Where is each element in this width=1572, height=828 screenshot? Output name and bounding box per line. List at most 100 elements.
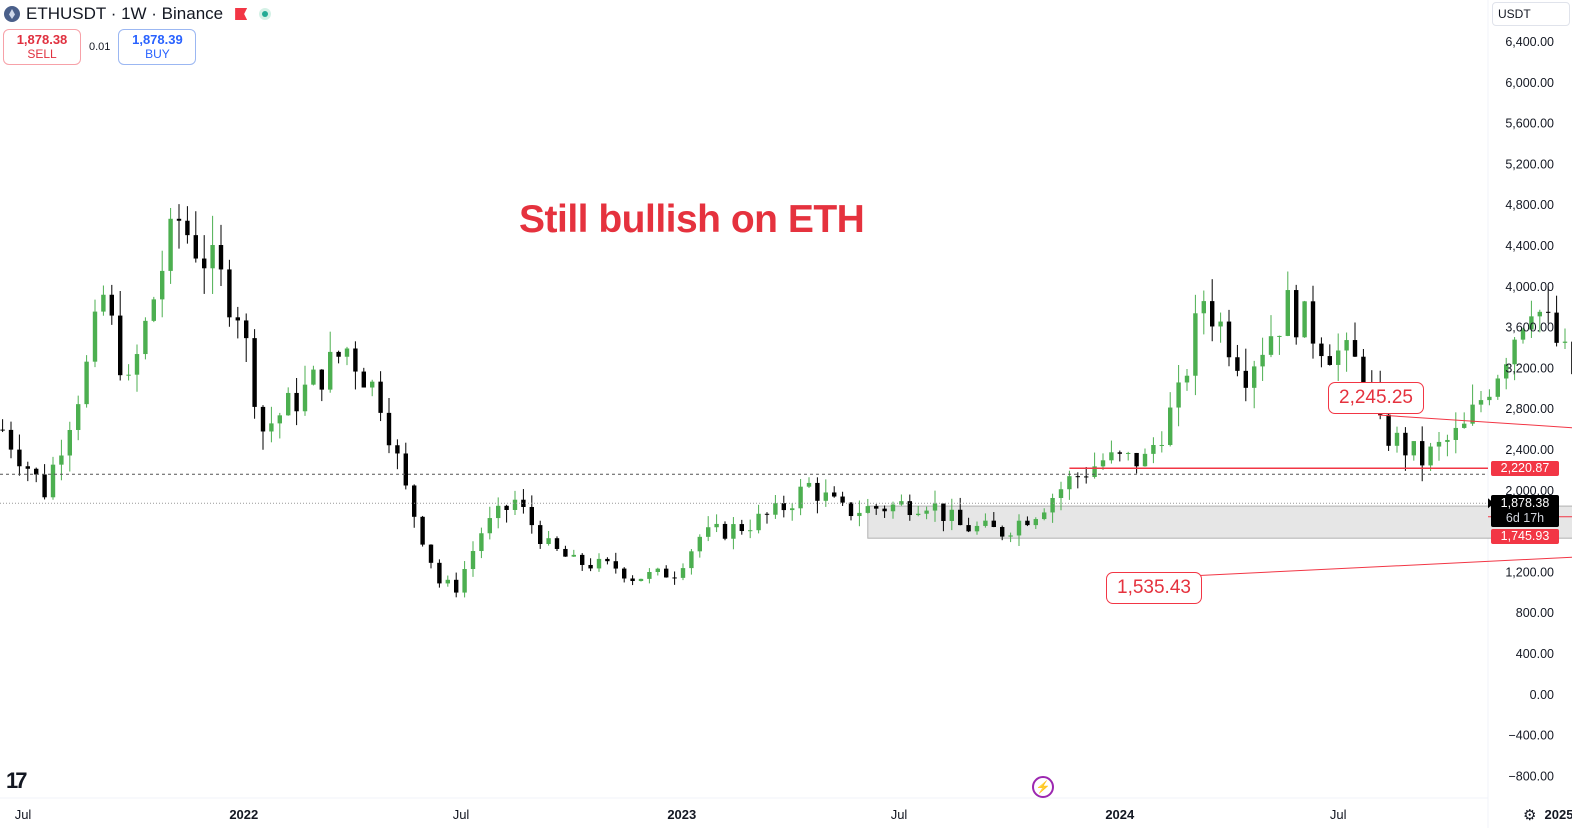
eth-coin-icon <box>4 6 20 22</box>
candle-body <box>1168 407 1173 445</box>
y-tick-label: 400.00 <box>1516 647 1554 661</box>
candle-body <box>1033 519 1038 526</box>
x-tick-label: Jul <box>1330 807 1347 822</box>
candle-body <box>857 512 862 517</box>
candle-body <box>386 412 392 446</box>
sell-button[interactable]: 1,878.38 SELL <box>3 29 81 65</box>
candle-body <box>1394 432 1400 446</box>
candle-body <box>1042 512 1047 520</box>
buy-button[interactable]: 1,878.39 BUY <box>118 29 197 65</box>
candle-body <box>202 258 207 269</box>
candle-body <box>269 423 274 432</box>
candle-body <box>974 525 980 532</box>
candle-body <box>563 548 568 557</box>
candle-body <box>647 572 652 579</box>
symbol-header[interactable]: ETHUSDT · 1W · Binance <box>4 4 272 24</box>
currency-selector[interactable]: USDT <box>1492 2 1570 26</box>
settings-gear-icon[interactable]: ⚙ <box>1523 807 1537 824</box>
candle-body <box>672 577 677 579</box>
candle-body <box>1546 311 1551 313</box>
candle-body <box>1436 441 1442 447</box>
candle-body <box>512 499 518 510</box>
candle-body <box>403 453 408 486</box>
candle-body <box>1176 382 1181 408</box>
candle-body <box>1252 366 1257 388</box>
candle-body <box>1058 489 1064 498</box>
lightning-icon[interactable]: ⚡ <box>1032 776 1054 798</box>
candle-body <box>622 568 627 579</box>
symbol-title[interactable]: ETHUSDT · 1W · Binance <box>26 4 224 23</box>
y-tick-label: 5,600.00 <box>1505 117 1554 131</box>
candle-body <box>1084 476 1089 478</box>
y-tick-label: 5,200.00 <box>1505 157 1554 171</box>
candle-body <box>916 513 921 516</box>
candle-body <box>1470 404 1475 424</box>
candle-body <box>1016 520 1022 536</box>
flag-icon[interactable] <box>235 8 248 20</box>
candle-body <box>1352 340 1358 357</box>
candle-body <box>630 578 635 582</box>
y-tick-label: 2,400.00 <box>1505 443 1554 457</box>
candle-body <box>67 429 72 456</box>
candle-body <box>655 568 660 573</box>
candle-body <box>664 568 669 578</box>
resistance-price-label: 2,220.87 <box>1491 461 1559 476</box>
candle-body <box>1126 452 1131 454</box>
candle-body <box>1504 364 1509 379</box>
candle-body <box>244 320 249 339</box>
y-tick-label: 2,000.00 <box>1505 484 1554 498</box>
candle-body <box>529 506 534 526</box>
candle-body <box>1067 476 1072 490</box>
candle-body <box>638 578 644 582</box>
chart-annotation-title[interactable]: Still bullish on ETH <box>519 198 865 241</box>
candle-body <box>756 513 761 531</box>
time-axis[interactable]: Jul2022Jul2023Jul2024Jul2025Jul2026Jul20… <box>15 807 1572 822</box>
tradingview-logo[interactable]: 17 <box>6 768 28 793</box>
x-tick-label: Jul <box>891 807 908 822</box>
candle-body <box>160 270 165 300</box>
candle-body <box>336 351 341 357</box>
candle-body <box>235 317 240 321</box>
candle-body <box>882 508 887 512</box>
y-tick-label: 0.00 <box>1530 688 1554 702</box>
candle-body <box>697 536 702 552</box>
candle-body <box>1302 301 1307 338</box>
candle-body <box>395 445 400 454</box>
candle-body <box>311 369 316 385</box>
x-tick-label: 2022 <box>229 807 258 822</box>
candle-body <box>1117 452 1122 454</box>
candle-body <box>941 503 946 521</box>
candle-body <box>0 429 5 431</box>
candle-body <box>218 245 224 270</box>
candle-body <box>840 496 845 503</box>
candle-body <box>1201 301 1206 314</box>
market-status-icon[interactable] <box>259 8 272 20</box>
x-tick-label: 2024 <box>1105 807 1135 822</box>
candle-body <box>739 524 744 532</box>
candles-layer <box>0 204 1572 598</box>
price-axis[interactable]: 6,400.00 6,000.00 5,600.00 5,200.00 4,800.00… <box>1505 35 1554 783</box>
buy-price: 1,878.39 <box>132 32 183 47</box>
candle-body <box>538 525 543 544</box>
y-tick-label: 3,600.00 <box>1505 321 1554 335</box>
candle-body <box>101 294 106 312</box>
candle-body <box>781 503 786 511</box>
x-tick-label: Jul <box>453 807 470 822</box>
candle-body <box>1008 535 1013 537</box>
candle-body <box>420 516 425 545</box>
candle-body <box>1520 329 1526 340</box>
y-tick-label: 4,400.00 <box>1505 239 1554 253</box>
candle-body <box>1294 290 1299 338</box>
callout-lower[interactable]: 1,535.43 <box>1106 572 1202 604</box>
y-tick-label: 4,000.00 <box>1505 280 1554 294</box>
levels-layer <box>0 414 1572 581</box>
candle-body <box>1411 441 1416 456</box>
candle-body <box>899 501 904 505</box>
candle-body <box>1554 312 1559 343</box>
x-tick-label: 2023 <box>667 807 696 822</box>
callout-upper[interactable]: 2,245.25 <box>1328 382 1424 414</box>
sell-price: 1,878.38 <box>16 32 68 47</box>
candle-body <box>143 320 148 355</box>
buy-label: BUY <box>145 47 170 61</box>
